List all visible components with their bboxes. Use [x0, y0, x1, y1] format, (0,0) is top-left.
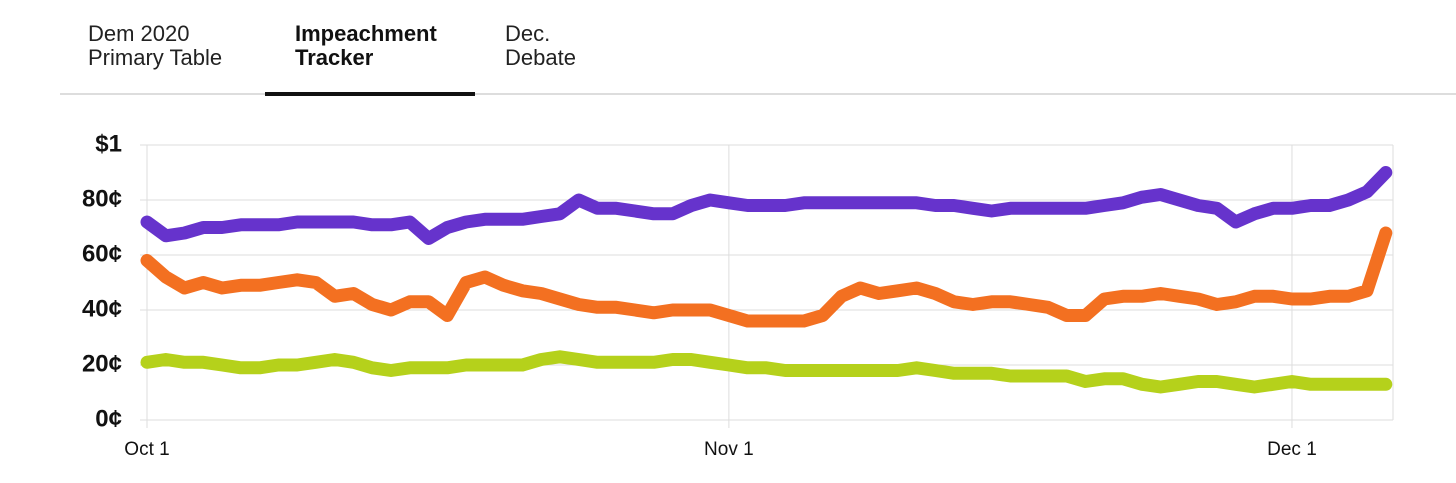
y-tick-label: 0¢ — [95, 405, 122, 432]
x-tick-label: Oct 1 — [124, 439, 169, 460]
y-tick-label: 40¢ — [82, 295, 122, 322]
x-tick-label: Dec 1 — [1267, 439, 1317, 460]
tab-label[interactable]: Dem 2020 — [88, 21, 190, 46]
tab-label[interactable]: Tracker — [295, 45, 374, 70]
tab-label[interactable]: Primary Table — [88, 45, 222, 70]
series-line — [140, 226, 1393, 328]
y-tick-label: 80¢ — [82, 185, 122, 212]
y-tick-label: $1 — [95, 130, 122, 157]
series-line — [140, 350, 1393, 394]
tab-label[interactable]: Debate — [505, 45, 576, 70]
tab-label[interactable]: Dec. — [505, 21, 550, 46]
series-line — [140, 166, 1393, 245]
y-tick-label: 20¢ — [82, 350, 122, 377]
active-tab-underline — [265, 92, 475, 96]
tab-label[interactable]: Impeachment — [295, 21, 437, 46]
x-tick-label: Nov 1 — [704, 439, 754, 460]
y-tick-label: 60¢ — [82, 240, 122, 267]
